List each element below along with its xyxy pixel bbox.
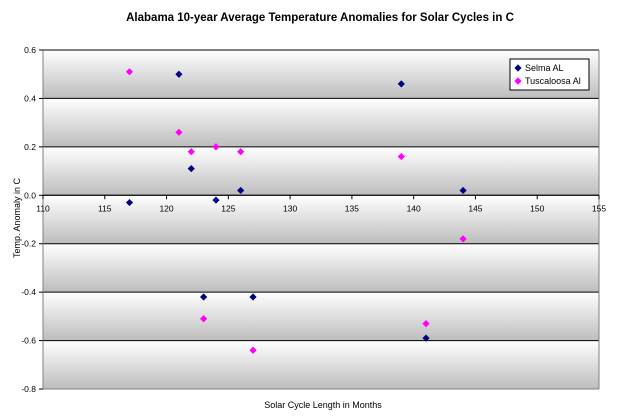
y-tick-label: 0.2 [24, 142, 36, 152]
plot-band [43, 50, 599, 99]
x-axis-label: Solar Cycle Length in Months [264, 400, 382, 410]
x-tick-label: 125 [221, 203, 235, 213]
data-point-tuscaloosa [175, 128, 183, 136]
axes [42, 50, 600, 390]
plot-band [43, 195, 599, 244]
plot-band [43, 243, 599, 293]
data-point-tuscaloosa [249, 346, 257, 354]
data-points [125, 68, 467, 354]
y-tick-label: -0.8 [21, 384, 36, 394]
x-tick-label: 140 [407, 203, 421, 213]
plot-band [43, 340, 599, 389]
legend: Selma AL Tuscaloosa Al [509, 58, 590, 91]
data-point-tuscaloosa [459, 235, 467, 243]
x-tick-label: 155 [592, 203, 606, 213]
x-tick-label: 135 [345, 203, 359, 213]
legend-entry: Tuscaloosa Al [525, 76, 581, 86]
plot-band [43, 292, 599, 341]
data-point-selma [125, 198, 134, 207]
y-tick-label: -0.6 [21, 336, 36, 346]
data-point-tuscaloosa [187, 148, 195, 156]
chart-title: Alabama 10-year Average Temperature Anom… [126, 12, 514, 24]
y-tick-label: -0.4 [21, 287, 36, 297]
y-tick-label: 0.4 [24, 93, 36, 103]
data-point-selma [249, 293, 257, 301]
x-axis-ticks: 110 115 120 125 130 135 140 145 150 155 [36, 195, 606, 213]
plot-area [43, 50, 599, 389]
x-tick-label: 145 [468, 203, 482, 213]
legend-entry: Selma AL [525, 63, 564, 73]
plot-band [43, 146, 599, 196]
y-tick-label: -0.2 [21, 239, 36, 249]
data-point-selma [175, 70, 183, 78]
data-point-tuscaloosa [237, 148, 245, 156]
x-tick-label: 110 [36, 203, 50, 213]
data-point-selma [459, 186, 467, 195]
data-point-selma [212, 196, 220, 204]
legend-marker [514, 64, 522, 72]
x-tick-label: 150 [530, 203, 544, 213]
data-point-tuscaloosa [397, 152, 405, 161]
data-point-tuscaloosa [212, 143, 220, 151]
y-tick-label: 0.0 [24, 190, 36, 200]
x-tick-label: 120 [159, 203, 173, 213]
data-point-tuscaloosa [422, 320, 430, 328]
data-point-selma [397, 80, 405, 88]
data-point-tuscaloosa [200, 315, 208, 323]
y-axis-ticks: 0.6 0.4 0.2 0.0 -0.2 -0.4 -0.6 -0.8 [21, 45, 43, 394]
data-point-selma [237, 186, 245, 195]
plot-band [43, 98, 599, 147]
data-point-selma [200, 293, 208, 301]
legend-box [509, 58, 590, 91]
x-tick-label: 115 [98, 203, 112, 213]
data-point-tuscaloosa [125, 68, 134, 76]
legend-marker [514, 77, 522, 85]
data-point-selma [187, 165, 195, 173]
y-tick-label: 0.6 [24, 45, 36, 55]
y-axis-label: Temp. Anomaly in C [12, 177, 22, 258]
data-point-selma [422, 334, 430, 342]
x-tick-label: 130 [283, 203, 297, 213]
